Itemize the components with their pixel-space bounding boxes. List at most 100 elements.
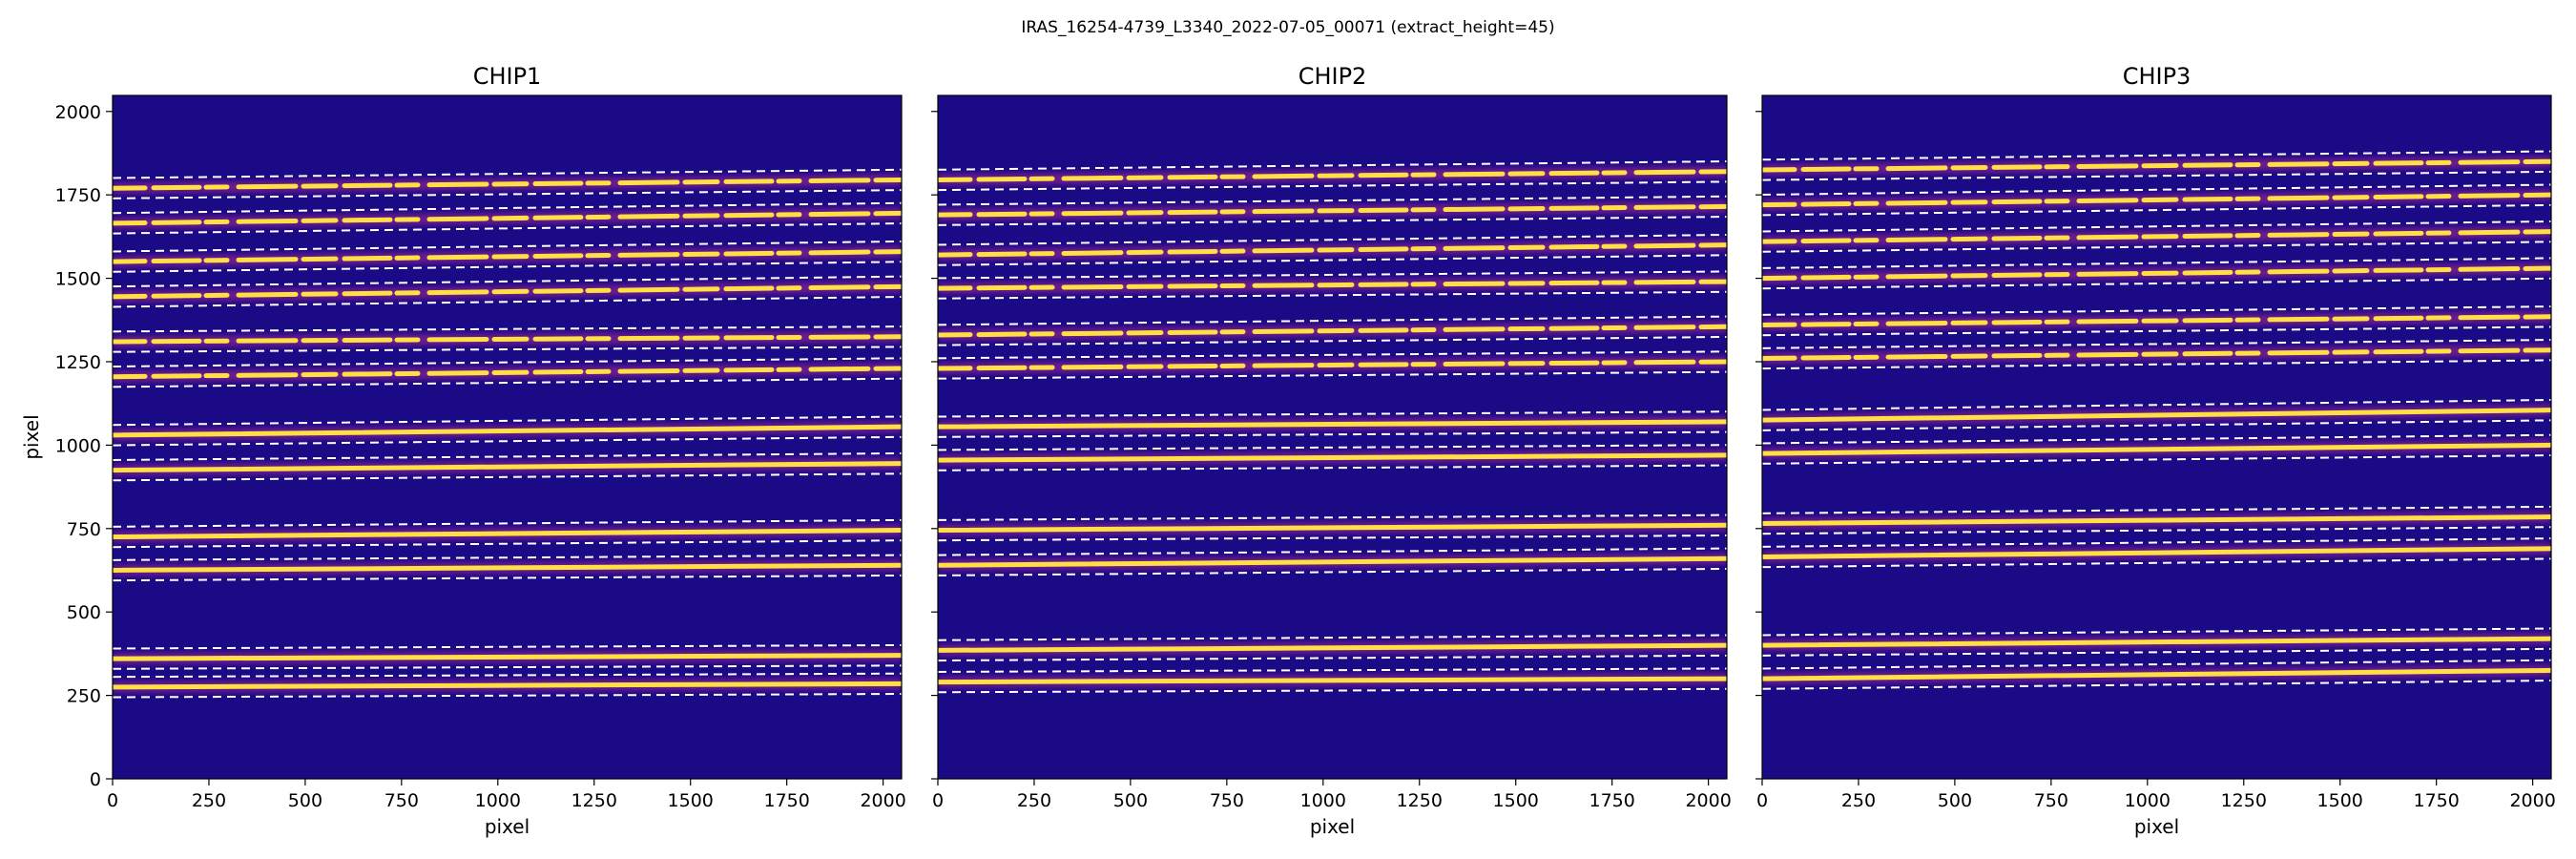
aperture-boundary	[1762, 647, 2551, 657]
spectral-trace	[1762, 192, 2551, 208]
spectral-trace	[1762, 514, 2551, 527]
x-tick-label: 750	[384, 790, 419, 811]
detector-traces	[113, 168, 902, 699]
aperture-boundary	[938, 667, 1727, 673]
aperture-boundary	[938, 160, 1727, 171]
x-tick-label: 1750	[2413, 790, 2459, 811]
axes-frame	[1761, 94, 2552, 780]
aperture-boundary	[1762, 557, 2551, 569]
aperture-boundary	[113, 643, 902, 650]
x-tick-label: 1250	[2221, 790, 2267, 811]
spectral-trace	[113, 424, 902, 438]
aperture-boundary	[1762, 305, 2551, 316]
y-tick-label: 1250	[55, 352, 101, 373]
spectral-trace	[1762, 158, 2551, 173]
aperture-boundary	[1762, 203, 2551, 217]
aperture-boundary	[1762, 359, 2551, 370]
aperture-boundary	[1762, 220, 2551, 233]
aperture-boundary	[938, 233, 1727, 246]
spectral-trace	[1762, 442, 2551, 456]
aperture-boundary	[113, 325, 902, 333]
aperture-boundary	[938, 410, 1727, 418]
aperture-boundary	[938, 270, 1727, 280]
aperture-boundary	[113, 357, 902, 368]
chip-panel-1: CHIP1 0 250 500 750 1000 1250 1500 1750 2000 0 250 5…	[20, 63, 906, 838]
aperture-boundary	[113, 539, 902, 549]
aperture-boundary	[113, 377, 902, 388]
chip-panel-3: CHIP3 0 250 500 750 1000 1250 1500 1750 2000 pixel	[1755, 63, 2556, 838]
x-tick-label: 2000	[2509, 790, 2555, 811]
detector-traces	[1762, 150, 2551, 690]
spectral-trace	[113, 366, 902, 380]
aperture-boundary	[1762, 339, 2551, 349]
y-tick-label: 1750	[55, 185, 101, 206]
x-axis-label: pixel	[1310, 815, 1355, 838]
spectral-trace	[113, 681, 902, 690]
spectral-trace	[113, 653, 902, 661]
aperture-boundary	[938, 654, 1727, 662]
x-tick-label: 0	[932, 790, 944, 811]
x-tick-label: 750	[1210, 790, 1244, 811]
aperture-boundary	[938, 195, 1727, 206]
aperture-boundary	[113, 201, 902, 215]
spectral-trace	[938, 203, 1727, 218]
x-axis-label: pixel	[485, 815, 530, 838]
aperture-boundary	[113, 518, 902, 528]
spectral-trace	[938, 359, 1727, 371]
spectral-trace	[113, 210, 902, 226]
y-tick-label: 2000	[55, 102, 101, 123]
aperture-boundary	[1762, 170, 2551, 181]
spectral-trace	[113, 334, 902, 345]
x-tick-label: 1250	[1397, 790, 1443, 811]
aperture-boundary	[938, 634, 1727, 641]
aperture-boundary	[113, 451, 902, 461]
aperture-boundary	[1762, 277, 2551, 290]
spectral-trace	[938, 242, 1727, 258]
aperture-boundary	[113, 672, 902, 679]
spectral-trace	[938, 555, 1727, 568]
x-tick-label: 750	[2034, 790, 2068, 811]
aperture-boundary	[938, 254, 1727, 266]
x-tick-label: 2000	[1685, 790, 1731, 811]
aperture-boundary	[1762, 659, 2551, 670]
aperture-boundary	[113, 574, 902, 582]
spectral-trace	[1762, 546, 2551, 560]
aperture-boundary	[1762, 325, 2551, 337]
aperture-boundary	[938, 464, 1727, 471]
y-tick-label: 250	[67, 686, 101, 707]
panel-title: CHIP2	[1298, 63, 1367, 90]
aperture-boundary	[1762, 433, 2551, 445]
x-tick-label: 0	[1756, 790, 1768, 811]
aperture-boundary	[938, 687, 1727, 694]
aperture-boundary	[938, 290, 1727, 300]
aperture-boundary	[1762, 183, 2551, 197]
spectral-trace	[1762, 347, 2551, 361]
axes-frame	[937, 94, 1728, 780]
x-tick-label: 250	[1017, 790, 1051, 811]
y-tick-label: 1000	[55, 435, 101, 456]
spectral-trace	[113, 177, 902, 191]
x-tick-label: 2000	[860, 790, 905, 811]
aperture-boundary	[938, 430, 1727, 438]
aperture-boundary	[113, 693, 902, 699]
aperture-boundary	[1762, 537, 2551, 548]
x-tick-label: 1500	[1493, 790, 1539, 811]
aperture-boundary	[938, 216, 1727, 226]
aperture-boundary	[113, 275, 902, 288]
x-tick-label: 250	[192, 790, 226, 811]
spectral-trace	[1762, 229, 2551, 244]
aperture-boundary	[113, 189, 902, 199]
aperture-boundary	[938, 370, 1727, 380]
spectral-trace	[938, 676, 1727, 685]
x-tick-label: 500	[1938, 790, 1972, 811]
aperture-boundary	[1762, 150, 2551, 161]
aperture-boundary	[938, 444, 1727, 451]
chip-panels: CHIP1 0 250 500 750 1000 1250 1500 1750 2000 0 250 5…	[20, 63, 2556, 838]
aperture-boundary	[113, 261, 902, 273]
aperture-boundary	[938, 547, 1727, 556]
y-tick-label: 500	[67, 602, 101, 623]
aperture-boundary	[1762, 419, 2551, 431]
panel-title: CHIP3	[2123, 63, 2192, 90]
spectral-trace	[113, 283, 902, 300]
